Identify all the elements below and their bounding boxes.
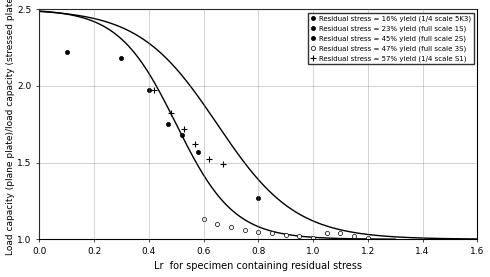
Residual stress = 47% yield (full scale 3S) [228, 225, 234, 229]
Residual stress = 45% yield (full scale 2S) [179, 133, 185, 137]
Residual stress = 57% yield (1/4 scale S1) [168, 112, 173, 115]
Residual stress = 45% yield (full scale 2S) [195, 150, 201, 153]
Residual stress = 47% yield (full scale 3S) [269, 232, 275, 235]
Residual stress = 47% yield (full scale 3S) [310, 236, 316, 239]
Residual stress = 45% yield (full scale 2S) [255, 196, 261, 199]
Residual stress = 47% yield (full scale 3S) [365, 236, 371, 239]
Residual stress = 47% yield (full scale 3S) [242, 228, 247, 232]
Residual stress = 45% yield (full scale 2S) [165, 122, 171, 126]
Line: Residual stress = 57% yield (1/4 scale S1): Residual stress = 57% yield (1/4 scale S… [151, 88, 225, 167]
Residual stress = 47% yield (full scale 3S) [255, 230, 261, 233]
Residual stress = 57% yield (1/4 scale S1) [206, 158, 212, 161]
Residual stress = 47% yield (full scale 3S) [283, 233, 289, 236]
Line: Residual stress = 45% yield (full scale 2S): Residual stress = 45% yield (full scale … [147, 88, 260, 200]
Residual stress = 47% yield (full scale 3S) [378, 239, 384, 242]
Residual stress = 57% yield (1/4 scale S1) [220, 162, 226, 166]
Residual stress = 47% yield (full scale 3S) [296, 235, 302, 238]
Residual stress = 57% yield (1/4 scale S1) [151, 89, 157, 92]
Residual stress = 47% yield (full scale 3S) [338, 232, 343, 235]
Y-axis label: Load capacity (plane plate)/load capacity (stressed plate): Load capacity (plane plate)/load capacit… [5, 0, 15, 255]
Line: Residual stress = 47% yield (full scale 3S): Residual stress = 47% yield (full scale … [201, 217, 384, 243]
Residual stress = 47% yield (full scale 3S) [351, 235, 357, 238]
X-axis label: Lr  for specimen containing residual stress: Lr for specimen containing residual stre… [154, 261, 362, 271]
Residual stress = 47% yield (full scale 3S) [200, 218, 206, 221]
Legend: Residual stress = 16% yield (1/4 scale 5K3), Residual stress = 23% yield (full s: Residual stress = 16% yield (1/4 scale 5… [308, 12, 474, 65]
Residual stress = 47% yield (full scale 3S) [324, 232, 330, 235]
Residual stress = 57% yield (1/4 scale S1) [193, 142, 198, 146]
Residual stress = 57% yield (1/4 scale S1) [181, 127, 187, 130]
Residual stress = 47% yield (full scale 3S) [214, 222, 220, 225]
Residual stress = 45% yield (full scale 2S) [146, 89, 152, 92]
